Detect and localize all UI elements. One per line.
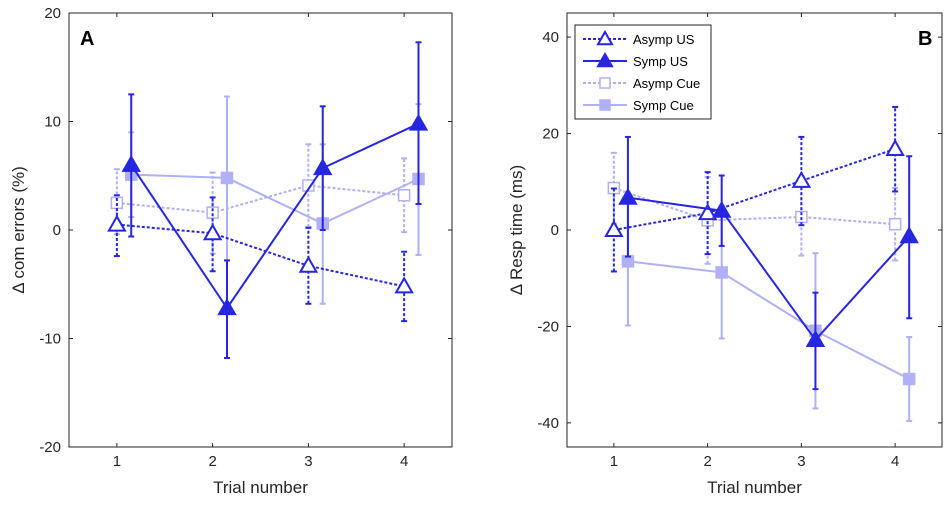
data-point bbox=[302, 179, 315, 192]
chart-panel-a: 1 2 3 4 -20 -10 0 10 20 Trial number Δ com errors … bbox=[9, 5, 453, 497]
x-tick-label: 2 bbox=[208, 453, 216, 470]
legend-label: Asymp Cue bbox=[633, 76, 700, 91]
data-point bbox=[711, 200, 732, 218]
x-tick-label: 1 bbox=[113, 453, 121, 470]
series-asymp-us bbox=[604, 106, 905, 273]
x-tick-label: 1 bbox=[610, 453, 618, 470]
data-point bbox=[313, 158, 333, 176]
data-point bbox=[604, 219, 624, 237]
legend-item-asymp-us: Asymp US bbox=[583, 29, 695, 47]
y-axis-label: Δ Resp time (ms) bbox=[507, 165, 526, 295]
x-axis-label: Trial number bbox=[213, 478, 308, 497]
plot-frame bbox=[68, 12, 453, 448]
data-point bbox=[885, 138, 905, 156]
data-point bbox=[697, 203, 718, 221]
legend-label: Symp Cue bbox=[633, 98, 694, 113]
data-point bbox=[715, 266, 728, 279]
legend-marker bbox=[596, 51, 614, 68]
series-line bbox=[116, 184, 405, 214]
data-point bbox=[902, 372, 916, 386]
data-point bbox=[791, 170, 812, 188]
data-point bbox=[394, 276, 414, 294]
legend-box bbox=[574, 24, 712, 120]
series-line bbox=[627, 260, 910, 380]
legend-label: Symp US bbox=[633, 54, 688, 69]
x-tick-label: 3 bbox=[304, 453, 312, 470]
series-symp-us bbox=[618, 135, 919, 391]
legend-marker bbox=[599, 99, 611, 111]
data-point bbox=[107, 214, 127, 232]
x-axis-label: Trial number bbox=[707, 478, 802, 497]
data-point bbox=[202, 223, 223, 241]
series-asymp-cue bbox=[607, 151, 902, 265]
series-symp-us bbox=[121, 41, 429, 360]
y-tick-label: 0 bbox=[53, 222, 61, 239]
data-point bbox=[121, 154, 141, 172]
x-tick-label: 2 bbox=[703, 453, 711, 470]
series-asymp-us bbox=[107, 194, 414, 323]
y-tick-label: -20 bbox=[39, 439, 61, 456]
data-point bbox=[618, 187, 638, 205]
data-point bbox=[408, 113, 429, 131]
x-tick-label: 4 bbox=[400, 453, 408, 470]
series-line bbox=[613, 187, 896, 226]
legend-item-symp-us: Symp US bbox=[583, 51, 688, 69]
data-point bbox=[220, 171, 234, 185]
y-tick-label: -20 bbox=[537, 318, 559, 335]
legend: Asymp US Symp US Asymp Cue Symp Cue bbox=[574, 24, 712, 120]
panel-letter: A bbox=[80, 28, 94, 50]
x-tick-label: 4 bbox=[891, 453, 899, 470]
series-asymp-cue bbox=[110, 143, 411, 255]
series-line bbox=[130, 122, 419, 310]
y-axis-label: Δ com errors (%) bbox=[9, 166, 28, 294]
series-line bbox=[627, 196, 910, 342]
legend-item-asymp-cue: Asymp Cue bbox=[583, 76, 700, 91]
series-line bbox=[116, 223, 405, 288]
series-line bbox=[613, 148, 896, 231]
chart-panel-b: 1 2 3 4 -40 -20 0 20 40 Trial number Δ Resp time (… bbox=[507, 12, 943, 497]
x-tick-label: 3 bbox=[797, 453, 805, 470]
legend-marker bbox=[599, 77, 611, 89]
panel-letter: B bbox=[918, 28, 932, 50]
y-tick-label: 20 bbox=[542, 126, 559, 143]
legend-item-symp-cue: Symp Cue bbox=[583, 98, 694, 113]
series-symp-cue bbox=[621, 196, 916, 422]
data-point bbox=[805, 329, 826, 347]
series-symp-cue bbox=[124, 95, 425, 305]
y-tick-label: 40 bbox=[542, 29, 559, 46]
series-line bbox=[131, 173, 419, 225]
legend-label: Asymp US bbox=[633, 32, 695, 47]
y-tick-label: -40 bbox=[537, 415, 559, 432]
data-point bbox=[888, 217, 902, 231]
data-point bbox=[206, 206, 219, 219]
data-point bbox=[899, 226, 919, 244]
data-point bbox=[397, 189, 411, 202]
legend-marker bbox=[596, 29, 614, 46]
y-tick-label: 20 bbox=[44, 5, 61, 22]
y-tick-label: 10 bbox=[44, 114, 61, 131]
data-point bbox=[298, 255, 319, 273]
y-tick-label: -10 bbox=[39, 331, 61, 348]
y-tick-label: 0 bbox=[551, 222, 559, 239]
data-point bbox=[217, 298, 237, 316]
